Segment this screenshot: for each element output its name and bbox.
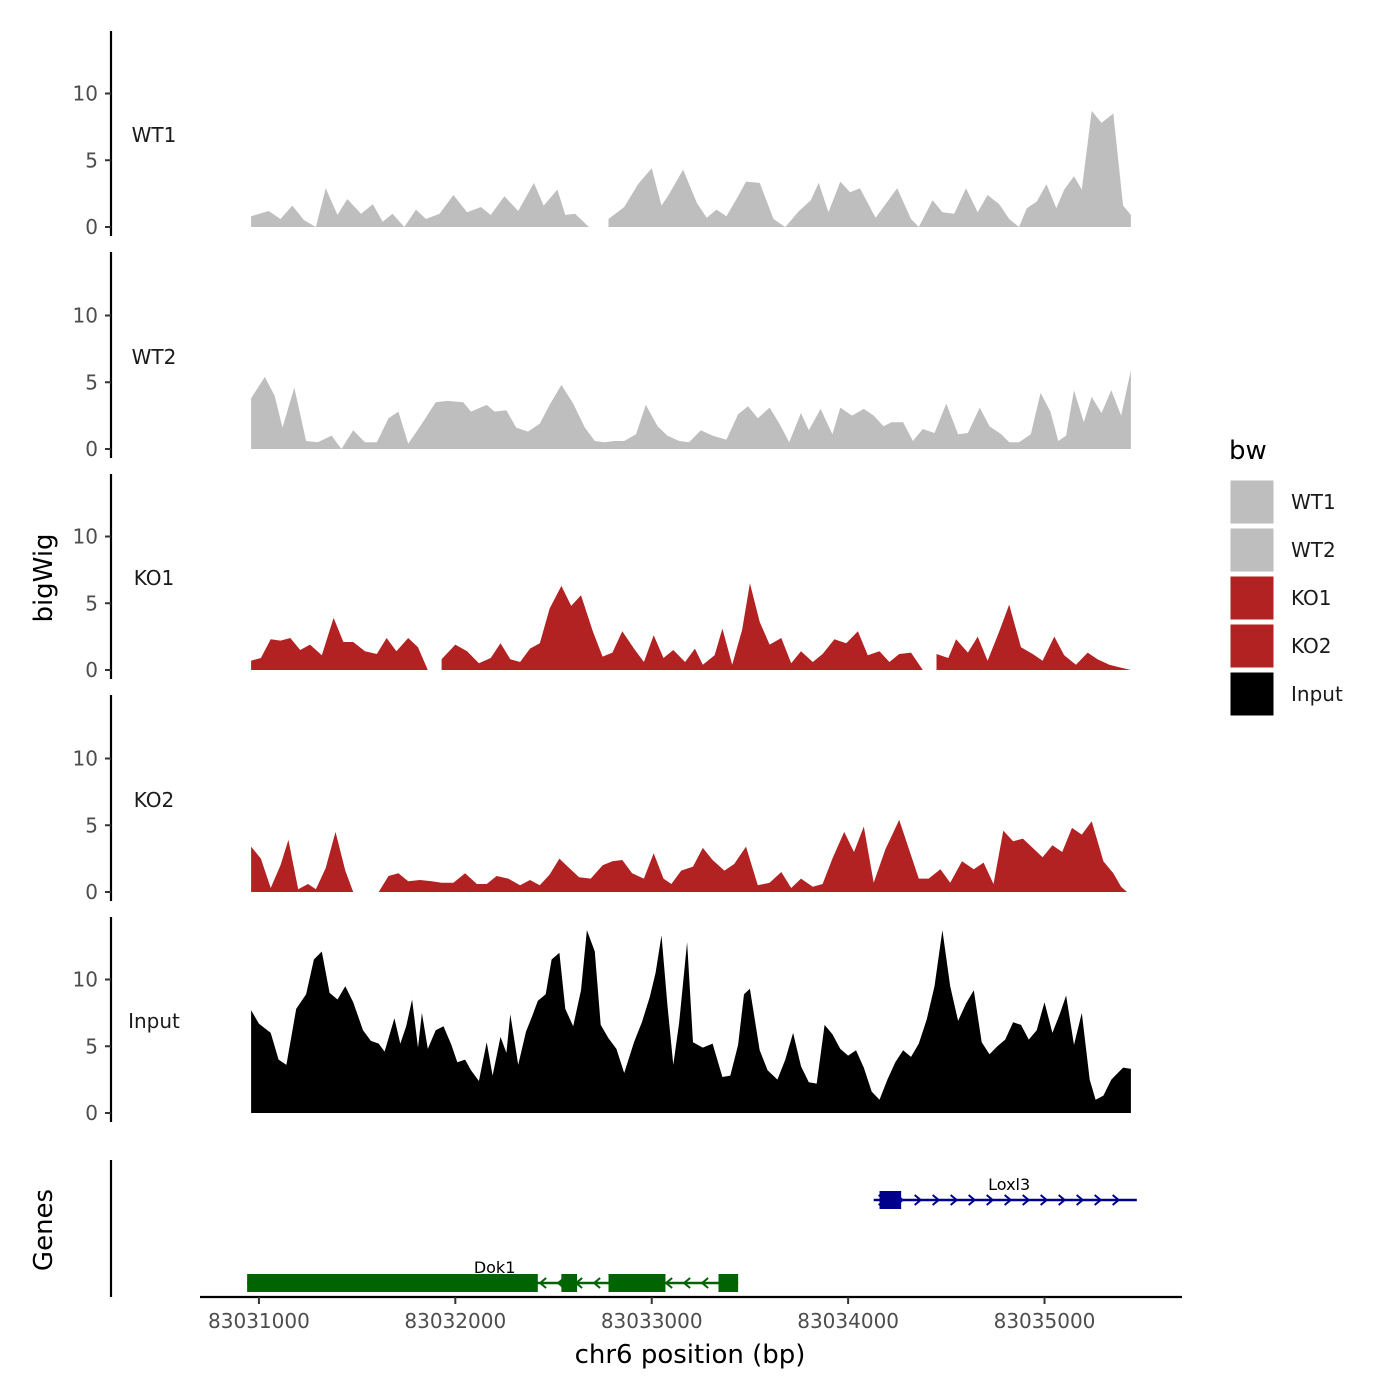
area-wt1 bbox=[251, 182, 589, 227]
strand-arrow bbox=[592, 1277, 601, 1289]
genes-axis-title: Genes bbox=[29, 1189, 59, 1271]
area-ko2 bbox=[378, 819, 1127, 892]
strand-arrow bbox=[1076, 1194, 1085, 1206]
x-tick-label: 83034000 bbox=[797, 1309, 899, 1333]
area-wt1 bbox=[608, 110, 1131, 227]
strand-arrow bbox=[700, 1277, 709, 1289]
track-wt2: 0 5 10 WT2 bbox=[73, 252, 1131, 461]
x-tick-label: 83035000 bbox=[994, 1309, 1096, 1333]
gene-loxl3: Loxl3 bbox=[873, 1175, 1137, 1209]
strand-arrow bbox=[932, 1194, 941, 1206]
track-ko2: 0 5 10 KO2 bbox=[73, 695, 1127, 904]
strand-arrow bbox=[1040, 1194, 1049, 1206]
legend-key bbox=[1229, 527, 1275, 573]
x-tick-label: 83033000 bbox=[601, 1309, 703, 1333]
area-ko1 bbox=[251, 617, 428, 670]
legend-entry-ko2: KO2 bbox=[1229, 623, 1332, 669]
legend-label: KO1 bbox=[1291, 586, 1332, 610]
strand-arrow bbox=[914, 1194, 923, 1206]
strand-arrow bbox=[1004, 1194, 1013, 1206]
strand-arrow bbox=[986, 1194, 995, 1206]
legend-key bbox=[1229, 671, 1275, 717]
track-label-ko2: KO2 bbox=[134, 788, 175, 812]
x-tick-label: 83031000 bbox=[208, 1309, 310, 1333]
track-ko1: 0 5 10 KO1 bbox=[73, 474, 1131, 682]
exon bbox=[608, 1274, 666, 1292]
gene-label: Loxl3 bbox=[988, 1175, 1030, 1194]
strand-arrow bbox=[968, 1194, 977, 1206]
track-label-ko1: KO1 bbox=[134, 566, 175, 590]
track-wt1: 0 5 10 WT1 bbox=[73, 31, 1131, 239]
y-tick-label: 5 bbox=[85, 1034, 98, 1058]
legend-key bbox=[1229, 479, 1275, 525]
track-label-input: Input bbox=[128, 1009, 180, 1033]
strand-arrow bbox=[664, 1277, 673, 1289]
signal-tracks: 0 5 10 WT1 0 5 10 WT2 0 5 10 KO1 0 5 10 KO2 0 5 10 Input bbox=[73, 31, 1131, 1125]
x-tick-label: 83032000 bbox=[404, 1309, 506, 1333]
y-tick-label: 5 bbox=[85, 148, 98, 172]
legend-label: Input bbox=[1291, 682, 1343, 706]
y-tick-label: 0 bbox=[85, 215, 98, 239]
y-tick-label: 10 bbox=[73, 525, 98, 549]
y-tick-label: 0 bbox=[85, 437, 98, 461]
exon bbox=[247, 1274, 538, 1292]
y-tick-label: 10 bbox=[73, 304, 98, 328]
y-tick-label: 0 bbox=[85, 658, 98, 682]
legend-entry-input: Input bbox=[1229, 671, 1343, 717]
y-tick-label: 10 bbox=[73, 747, 98, 771]
exon bbox=[561, 1274, 578, 1292]
legend-title: bw bbox=[1229, 436, 1267, 466]
legend-label: KO2 bbox=[1291, 634, 1332, 658]
legend-label: WT2 bbox=[1291, 538, 1336, 562]
track-label-wt1: WT1 bbox=[132, 123, 177, 147]
legend: bw WT1 WT2 KO1 KO2 Input bbox=[1229, 436, 1343, 717]
y-tick-label: 10 bbox=[73, 82, 98, 106]
gene-track: Dok1 Loxl3 bbox=[109, 1160, 1137, 1297]
area-ko1 bbox=[936, 604, 1131, 670]
y-tick-label: 5 bbox=[85, 591, 98, 615]
y-axis-title: bigWig bbox=[29, 533, 59, 622]
area-ko1 bbox=[441, 583, 923, 670]
legend-entry-ko1: KO1 bbox=[1229, 575, 1332, 621]
area-wt2 bbox=[251, 370, 1131, 449]
exon bbox=[879, 1191, 902, 1209]
y-tick-label: 5 bbox=[85, 370, 98, 394]
y-tick-label: 5 bbox=[85, 813, 98, 837]
legend-key bbox=[1229, 623, 1275, 669]
gene-dok1: Dok1 bbox=[247, 1258, 739, 1292]
legend-entry-wt1: WT1 bbox=[1229, 479, 1336, 525]
track-label-wt2: WT2 bbox=[132, 345, 177, 369]
strand-arrow bbox=[1112, 1194, 1121, 1206]
area-input bbox=[251, 930, 1131, 1113]
legend-entry-wt2: WT2 bbox=[1229, 527, 1336, 573]
legend-label: WT1 bbox=[1291, 490, 1336, 514]
x-axis-title: chr6 position (bp) bbox=[575, 1340, 806, 1370]
strand-arrow bbox=[1094, 1194, 1103, 1206]
strand-arrow bbox=[1058, 1194, 1067, 1206]
exon bbox=[718, 1274, 739, 1292]
strand-arrow bbox=[538, 1277, 547, 1289]
strand-arrow bbox=[1022, 1194, 1031, 1206]
gene-label: Dok1 bbox=[474, 1258, 516, 1277]
track-input: 0 5 10 Input bbox=[73, 917, 1131, 1125]
y-tick-label: 0 bbox=[85, 1101, 98, 1125]
x-axis: 83031000 83032000 83033000 83034000 83035000 bbox=[200, 1295, 1182, 1333]
legend-key bbox=[1229, 575, 1275, 621]
strand-arrow bbox=[950, 1194, 959, 1206]
area-ko2 bbox=[251, 831, 354, 892]
y-tick-label: 10 bbox=[73, 968, 98, 992]
strand-arrow bbox=[682, 1277, 691, 1289]
y-tick-label: 0 bbox=[85, 880, 98, 904]
